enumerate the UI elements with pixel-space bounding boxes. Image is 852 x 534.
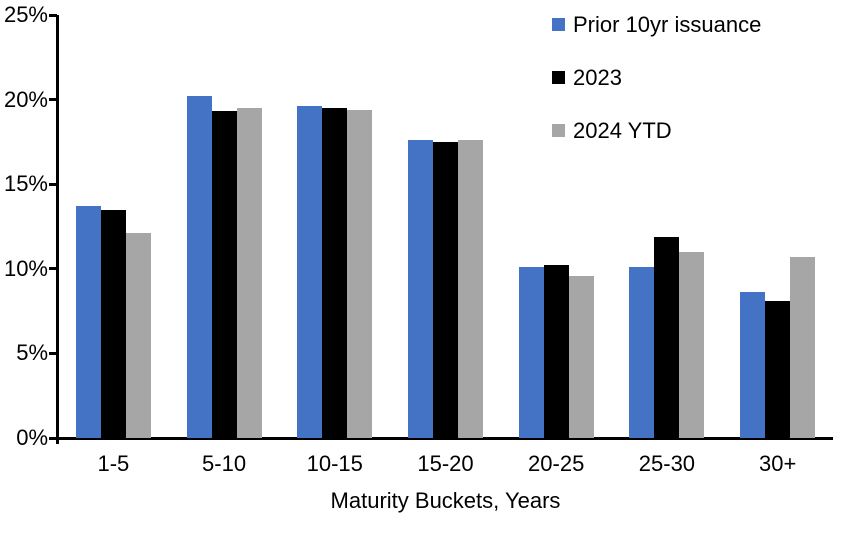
bar	[125, 233, 151, 438]
legend: Prior 10yr issuance 2023 2024 YTD	[552, 11, 761, 144]
legend-swatch-icon	[552, 18, 565, 31]
bar	[740, 292, 766, 438]
y-axis-tick	[49, 98, 57, 102]
y-axis-tick-label: 25%	[3, 2, 48, 27]
y-axis-tick-label: 10%	[3, 255, 48, 281]
legend-item: 2023	[552, 64, 761, 91]
bar	[458, 140, 483, 438]
bar	[543, 265, 569, 438]
x-axis-tick-label: 25-30	[638, 451, 696, 476]
x-axis-tick-label: 30+	[758, 451, 797, 476]
legend-swatch-icon	[552, 71, 565, 84]
bar	[679, 251, 705, 438]
x-axis-title: Maturity Buckets, Years	[330, 488, 561, 513]
y-axis-tick	[49, 436, 57, 440]
y-axis-tick	[49, 351, 57, 355]
y-axis-tick-label: 0%	[16, 425, 48, 450]
legend-label: 2023	[573, 65, 622, 90]
legend-item: 2024 YTD	[552, 117, 761, 144]
bar	[433, 141, 458, 438]
bar	[297, 106, 323, 438]
bar	[790, 256, 816, 438]
y-axis-tick	[49, 182, 57, 186]
bar	[322, 108, 348, 438]
bar	[629, 267, 655, 438]
y-axis-tick-label: 15%	[3, 171, 48, 197]
x-axis-tick-label: 1-5	[97, 451, 130, 476]
bar	[347, 109, 373, 438]
bar	[765, 300, 791, 438]
legend-label: Prior 10yr issuance	[573, 12, 762, 37]
legend-swatch-icon	[552, 124, 565, 137]
bar	[236, 108, 262, 438]
legend-item: Prior 10yr issuance	[552, 11, 761, 38]
y-axis-tick-label: 5%	[16, 340, 48, 366]
legend-label: 2024 YTD	[573, 118, 672, 143]
y-axis-line	[56, 15, 59, 444]
bar	[211, 111, 237, 438]
bar	[518, 267, 544, 438]
x-axis-tick-label: 5-10	[202, 451, 247, 476]
x-axis-tick-label: 20-25	[528, 451, 585, 476]
x-axis-tick-label: 15-20	[417, 451, 474, 476]
bar	[100, 209, 126, 438]
bar	[654, 236, 680, 438]
x-axis-line	[49, 437, 833, 440]
bar	[408, 140, 433, 438]
bar	[75, 206, 101, 438]
bar	[186, 96, 212, 438]
bar	[568, 275, 594, 438]
y-axis-tick	[49, 13, 57, 17]
x-axis-tick-label: 10-15	[306, 451, 363, 476]
y-axis-tick	[49, 267, 57, 271]
y-axis-tick-label: 20%	[3, 86, 48, 112]
